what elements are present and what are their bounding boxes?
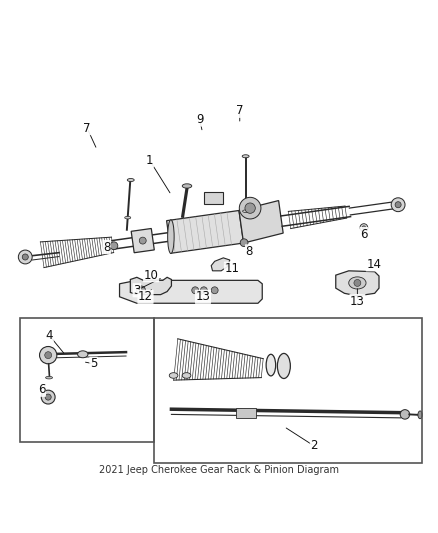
Circle shape bbox=[41, 390, 55, 404]
Text: 14: 14 bbox=[366, 258, 381, 271]
Circle shape bbox=[391, 198, 405, 212]
Ellipse shape bbox=[182, 373, 191, 378]
Text: 2: 2 bbox=[311, 440, 318, 453]
Ellipse shape bbox=[78, 351, 88, 358]
Ellipse shape bbox=[182, 184, 192, 188]
Text: 11: 11 bbox=[224, 262, 240, 275]
Text: 1: 1 bbox=[146, 154, 154, 167]
Circle shape bbox=[239, 197, 261, 219]
Ellipse shape bbox=[127, 179, 134, 182]
Circle shape bbox=[45, 394, 51, 400]
Bar bbox=[20, 318, 154, 442]
Ellipse shape bbox=[349, 277, 366, 289]
Polygon shape bbox=[336, 271, 379, 296]
Polygon shape bbox=[166, 211, 244, 253]
Circle shape bbox=[201, 287, 207, 294]
Circle shape bbox=[245, 203, 255, 213]
Text: 6: 6 bbox=[360, 228, 367, 240]
Circle shape bbox=[137, 286, 145, 295]
Ellipse shape bbox=[277, 353, 290, 378]
Text: 12: 12 bbox=[138, 290, 153, 303]
Circle shape bbox=[39, 346, 57, 364]
Text: 9: 9 bbox=[196, 113, 203, 126]
Bar bbox=[236, 408, 256, 418]
Text: 13: 13 bbox=[195, 290, 210, 303]
Text: 13: 13 bbox=[350, 295, 365, 308]
Circle shape bbox=[354, 279, 361, 286]
Ellipse shape bbox=[125, 216, 131, 219]
Polygon shape bbox=[131, 277, 171, 295]
Polygon shape bbox=[120, 280, 262, 303]
Ellipse shape bbox=[169, 373, 178, 378]
Circle shape bbox=[110, 242, 118, 249]
Polygon shape bbox=[239, 200, 283, 243]
Polygon shape bbox=[211, 258, 230, 271]
Ellipse shape bbox=[243, 210, 249, 213]
Circle shape bbox=[211, 287, 218, 294]
Text: 2021 Jeep Cherokee Gear Rack & Pinion Diagram: 2021 Jeep Cherokee Gear Rack & Pinion Di… bbox=[99, 465, 339, 475]
Text: 10: 10 bbox=[144, 269, 159, 281]
Text: 3: 3 bbox=[133, 284, 141, 297]
Ellipse shape bbox=[46, 376, 53, 379]
Ellipse shape bbox=[168, 220, 174, 254]
Circle shape bbox=[139, 237, 146, 244]
Circle shape bbox=[22, 254, 28, 260]
Text: 8: 8 bbox=[103, 240, 110, 254]
Bar bbox=[154, 318, 422, 463]
Circle shape bbox=[18, 250, 32, 264]
Text: 4: 4 bbox=[46, 329, 53, 342]
Ellipse shape bbox=[266, 354, 276, 376]
Text: 6: 6 bbox=[38, 383, 46, 396]
Circle shape bbox=[362, 226, 366, 229]
Ellipse shape bbox=[418, 411, 422, 419]
Circle shape bbox=[360, 224, 368, 231]
Circle shape bbox=[240, 239, 248, 247]
Text: 7: 7 bbox=[236, 104, 244, 117]
Ellipse shape bbox=[400, 410, 410, 419]
Ellipse shape bbox=[242, 155, 249, 158]
Circle shape bbox=[395, 201, 401, 208]
Text: 8: 8 bbox=[246, 245, 253, 258]
Text: 7: 7 bbox=[83, 122, 91, 135]
Bar bbox=[204, 192, 223, 205]
Circle shape bbox=[45, 352, 52, 359]
Polygon shape bbox=[131, 229, 154, 253]
Circle shape bbox=[192, 287, 199, 294]
Text: 5: 5 bbox=[90, 357, 97, 370]
